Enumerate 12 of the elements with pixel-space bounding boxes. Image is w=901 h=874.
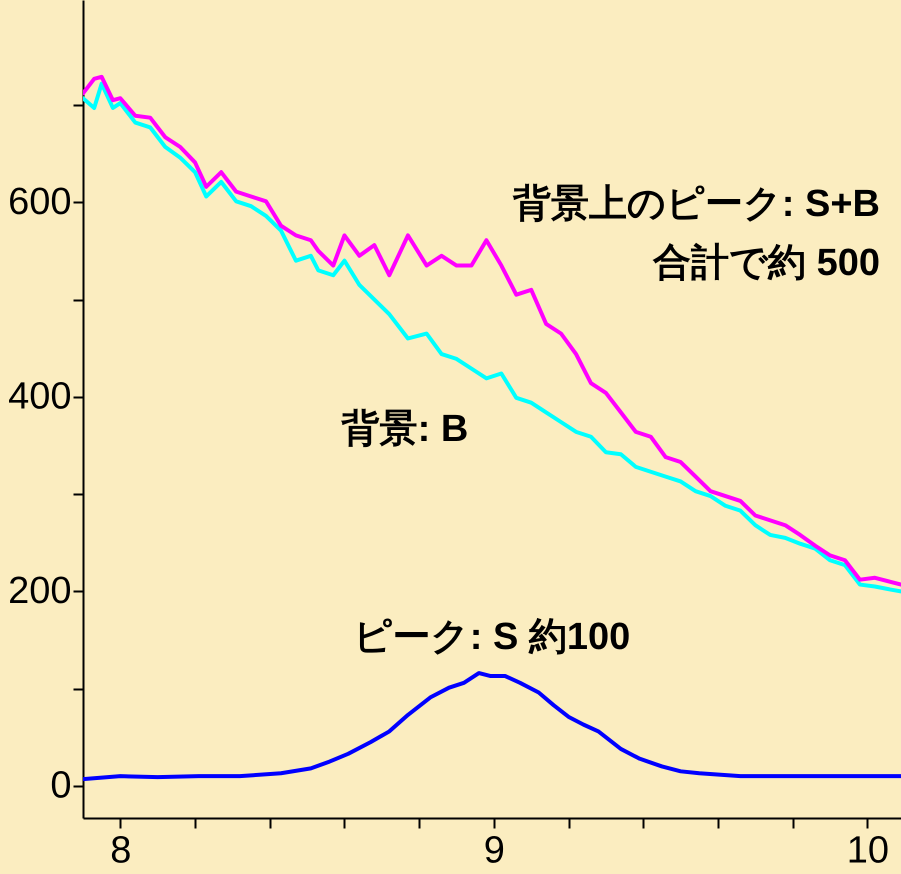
- y-tick-label: 400: [8, 375, 72, 418]
- y-tick-label: 600: [8, 180, 72, 223]
- x-tick-label: 8: [110, 830, 132, 872]
- x-tick-label: 9: [484, 830, 505, 872]
- annotation: 合計で約 500: [652, 242, 880, 284]
- y-tick-label: 200: [8, 570, 72, 612]
- annotation: 背景: B: [340, 408, 468, 450]
- x-tick-label: 10: [846, 830, 890, 872]
- annotation: 背景上のピーク: S+B: [512, 183, 880, 225]
- y-tick-label: 0: [50, 764, 72, 806]
- line-series: [83, 671, 901, 782]
- annotation: ピーク: S 約100: [354, 616, 630, 658]
